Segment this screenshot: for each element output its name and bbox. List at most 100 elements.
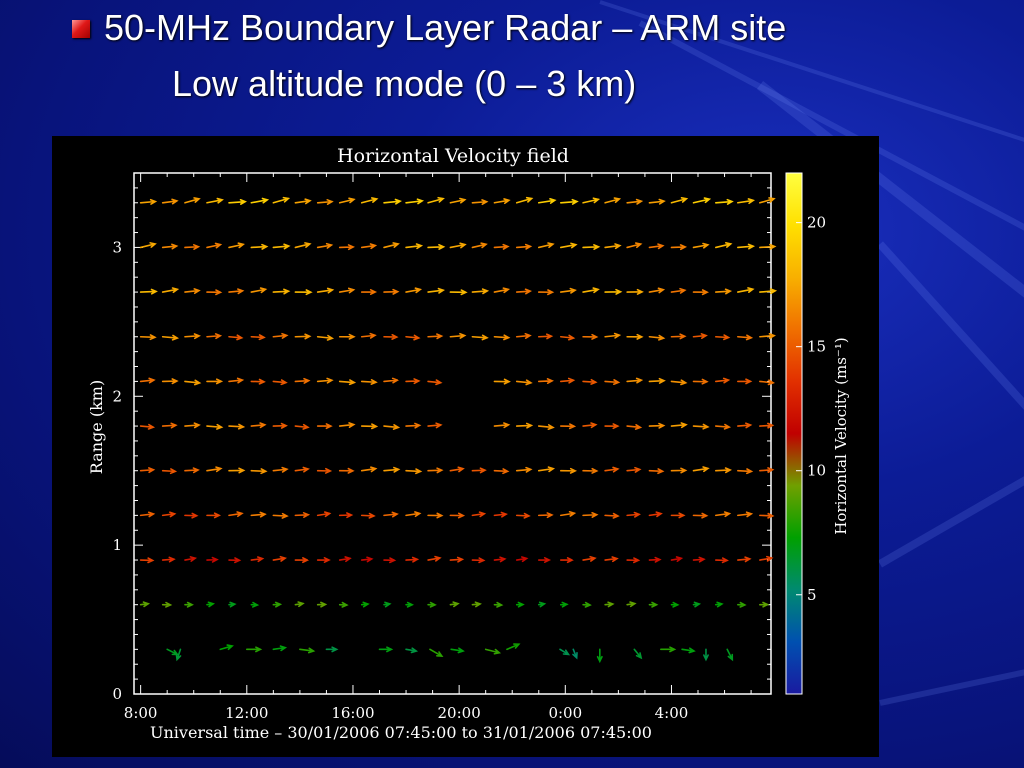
wind-vector xyxy=(537,601,547,608)
wind-vector xyxy=(338,244,355,251)
wind-vector xyxy=(383,511,399,518)
wind-vector xyxy=(405,468,423,475)
wind-vector xyxy=(338,422,356,429)
wind-vector xyxy=(582,333,599,340)
wind-vector xyxy=(537,424,555,430)
wind-vector xyxy=(604,379,621,386)
wind-vector xyxy=(537,242,555,249)
wind-vector xyxy=(670,287,687,294)
x-tick-label: 12:00 xyxy=(225,704,268,722)
wind-vector xyxy=(449,556,465,563)
wind-vector xyxy=(648,243,665,250)
wind-vector xyxy=(626,288,644,295)
wind-vector xyxy=(272,243,291,250)
wind-vector xyxy=(316,334,335,341)
wind-vector xyxy=(250,197,270,204)
wind-vector xyxy=(626,333,644,340)
wind-vector xyxy=(161,287,180,294)
wind-vector xyxy=(582,244,601,250)
wind-vector xyxy=(294,466,310,473)
wind-vector xyxy=(246,646,263,653)
wind-vector xyxy=(759,243,777,250)
wind-vector xyxy=(559,467,578,474)
y-axis-label: Range (km) xyxy=(87,380,106,474)
wind-vector xyxy=(714,334,731,341)
wind-vector xyxy=(161,243,179,250)
wind-vector xyxy=(338,333,356,340)
wind-vector xyxy=(360,556,374,563)
wind-vector xyxy=(427,196,445,204)
wind-vector xyxy=(184,197,201,204)
wind-vector xyxy=(648,601,659,608)
wind-vector xyxy=(383,466,401,473)
wind-vector xyxy=(660,646,677,653)
wind-vector xyxy=(338,556,352,563)
wind-vector xyxy=(604,466,620,473)
x-tick-label: 8:00 xyxy=(124,704,158,722)
wind-vector xyxy=(338,601,349,608)
wind-vector xyxy=(670,556,684,563)
wind-vector xyxy=(648,377,666,384)
wind-vector xyxy=(206,242,223,249)
wind-vector xyxy=(714,467,732,474)
wind-vector xyxy=(338,287,356,294)
wind-vector xyxy=(537,333,554,340)
wind-vector xyxy=(537,466,556,473)
wind-vector xyxy=(648,422,666,429)
wind-vector xyxy=(405,647,419,654)
wind-vector xyxy=(228,511,244,518)
wind-vector xyxy=(559,423,577,430)
wind-vector xyxy=(338,467,355,474)
wind-vector xyxy=(206,556,219,563)
wind-vector xyxy=(228,377,245,384)
wind-vector xyxy=(714,288,733,295)
colorbar xyxy=(785,172,803,695)
wind-vector xyxy=(648,511,663,518)
wind-vector xyxy=(515,466,533,473)
wind-vector xyxy=(626,601,637,608)
wind-vector xyxy=(582,601,592,608)
wind-vector xyxy=(737,334,754,341)
wind-vector xyxy=(316,377,334,384)
wind-vector xyxy=(759,332,776,339)
wind-vector xyxy=(228,198,247,205)
wind-vector xyxy=(139,288,158,295)
slide-title-line1: 50-MHz Boundary Layer Radar – ARM site xyxy=(104,7,787,48)
wind-vector xyxy=(515,422,534,429)
wind-vector xyxy=(493,243,510,250)
wind-vector xyxy=(139,198,158,205)
wind-vector xyxy=(670,601,680,608)
wind-vector xyxy=(449,512,466,519)
x-axis-label: Universal time – 30/01/2006 07:45:00 to … xyxy=(150,723,652,742)
colorbar-tick-label: 15 xyxy=(807,338,826,356)
wind-vector xyxy=(493,334,511,341)
wind-vector xyxy=(429,648,444,658)
chart-title: Horizontal Velocity field xyxy=(337,145,569,167)
wind-vector xyxy=(604,601,615,608)
wind-vector xyxy=(737,468,754,475)
wind-vector xyxy=(184,333,201,340)
wind-vector xyxy=(206,333,223,340)
wind-vector xyxy=(737,556,752,563)
wind-vector xyxy=(383,424,401,430)
wind-vector xyxy=(184,601,194,608)
wind-vector xyxy=(582,467,599,474)
wind-vector xyxy=(471,199,489,206)
plot-frame xyxy=(133,172,772,695)
wind-vector xyxy=(294,289,313,296)
wind-vector xyxy=(559,648,571,656)
wind-vector xyxy=(471,334,489,341)
velocity-chart-panel: Horizontal Velocity field 0 1 2 3 8:00 12:00… xyxy=(52,136,879,757)
wind-vector xyxy=(427,467,444,474)
wind-vector xyxy=(294,377,311,384)
wind-vector xyxy=(316,467,333,474)
wind-vector xyxy=(692,512,709,519)
wind-vector xyxy=(484,648,502,655)
wind-vector xyxy=(626,198,644,205)
wind-vector xyxy=(316,557,331,563)
wind-vector xyxy=(515,379,533,386)
wind-vector xyxy=(360,243,378,250)
wind-vector xyxy=(714,511,732,518)
wind-vector xyxy=(250,556,265,563)
vector-field xyxy=(139,196,778,664)
